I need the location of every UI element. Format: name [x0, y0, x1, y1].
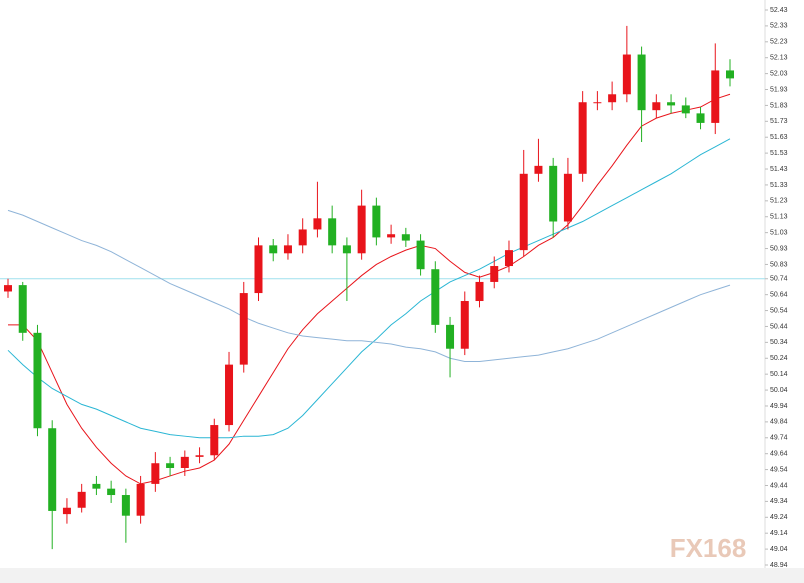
candle-body: [33, 332, 42, 429]
y-tick-label: 51.83: [770, 102, 788, 109]
candle-body: [18, 285, 27, 333]
y-tick-label: 50.83: [770, 261, 788, 268]
candle-body: [622, 54, 631, 95]
candle-body: [195, 455, 204, 457]
candle-body: [519, 173, 528, 251]
candle-body: [121, 495, 130, 516]
candle-body: [77, 491, 86, 508]
candle-body: [92, 483, 101, 489]
y-tick-label: 52.03: [770, 70, 788, 77]
candle-body: [534, 165, 543, 174]
candle-body: [696, 113, 705, 123]
candle-body: [387, 234, 396, 238]
candle-body: [652, 102, 661, 111]
y-tick-label: 49.14: [770, 530, 788, 537]
y-tick-label: 50.24: [770, 355, 788, 362]
ma-line: [7, 209, 731, 362]
y-tick-label: 50.54: [770, 307, 788, 314]
y-tick-label: 49.74: [770, 435, 788, 442]
y-tick-label: 49.24: [770, 514, 788, 521]
y-tick-label: 52.13: [770, 55, 788, 62]
y-tick-label: 52.23: [770, 39, 788, 46]
y-tick-label: 51.43: [770, 166, 788, 173]
y-tick-label: 51.73: [770, 118, 788, 125]
watermark: FX168: [670, 533, 747, 563]
y-tick-label: 48.94: [770, 562, 788, 569]
y-tick-label: 50.74: [770, 276, 788, 283]
y-tick-label: 51.23: [770, 198, 788, 205]
y-tick-label: 51.13: [770, 214, 788, 221]
ma-line: [8, 93, 731, 485]
candle-body: [563, 173, 572, 222]
candle-body: [401, 234, 410, 241]
candle-body: [667, 102, 676, 106]
footer-strip: [0, 568, 804, 583]
candle-body: [269, 245, 278, 254]
candle-body: [711, 70, 720, 123]
y-tick-label: 49.44: [770, 482, 788, 489]
candle-body: [460, 301, 469, 349]
candle-body: [372, 205, 381, 238]
y-tick-label: 51.53: [770, 150, 788, 157]
candle-body: [254, 245, 263, 294]
candle-body: [578, 102, 587, 174]
ma-line: [7, 138, 731, 439]
y-tick-label: 51.63: [770, 134, 788, 141]
y-tick-label: 49.64: [770, 451, 788, 458]
candle-body: [107, 488, 116, 496]
candle-body: [4, 285, 12, 292]
candle-body: [549, 165, 558, 222]
y-tick-label: 50.93: [770, 245, 788, 252]
candle-body: [342, 245, 351, 254]
y-tick-label: 51.33: [770, 182, 788, 189]
candle-body: [431, 269, 440, 325]
y-tick-label: 50.64: [770, 291, 788, 298]
y-tick-label: 50.44: [770, 323, 788, 330]
candle-body: [239, 293, 248, 365]
candle-body: [357, 205, 366, 254]
candle-body: [313, 218, 322, 230]
y-tick-label: 50.14: [770, 371, 788, 378]
y-tick-label: 52.33: [770, 23, 788, 30]
candle-body: [593, 102, 602, 104]
y-tick-label: 51.03: [770, 229, 788, 236]
y-tick-label: 50.04: [770, 387, 788, 394]
y-tick-label: 49.94: [770, 403, 788, 410]
y-tick-label: 51.93: [770, 86, 788, 93]
candle-body: [328, 218, 337, 246]
candle-body: [136, 483, 145, 516]
candle-body: [504, 250, 513, 267]
candle-body: [637, 54, 646, 111]
y-tick-label: 49.34: [770, 498, 788, 505]
candle-body: [48, 428, 57, 511]
y-tick-label: 52.43: [770, 7, 788, 14]
candle-body: [283, 245, 292, 254]
y-tick-label: 49.54: [770, 466, 788, 473]
candle-body: [151, 463, 160, 484]
candle-body: [681, 105, 690, 114]
candle-body: [166, 463, 175, 468]
candle-body: [62, 507, 71, 515]
candle-body: [490, 266, 499, 282]
candle-body: [475, 281, 484, 302]
candle-body: [225, 364, 234, 426]
y-tick-label: 49.04: [770, 546, 788, 553]
candle-body: [298, 229, 307, 246]
candle-body: [210, 425, 219, 456]
candle-body: [726, 70, 734, 79]
y-tick-label: 50.34: [770, 339, 788, 346]
y-tick-label: 49.84: [770, 419, 788, 426]
candle-body: [416, 240, 425, 270]
candle-body: [180, 456, 189, 468]
candle-body: [608, 94, 617, 103]
candle-body: [446, 324, 455, 349]
